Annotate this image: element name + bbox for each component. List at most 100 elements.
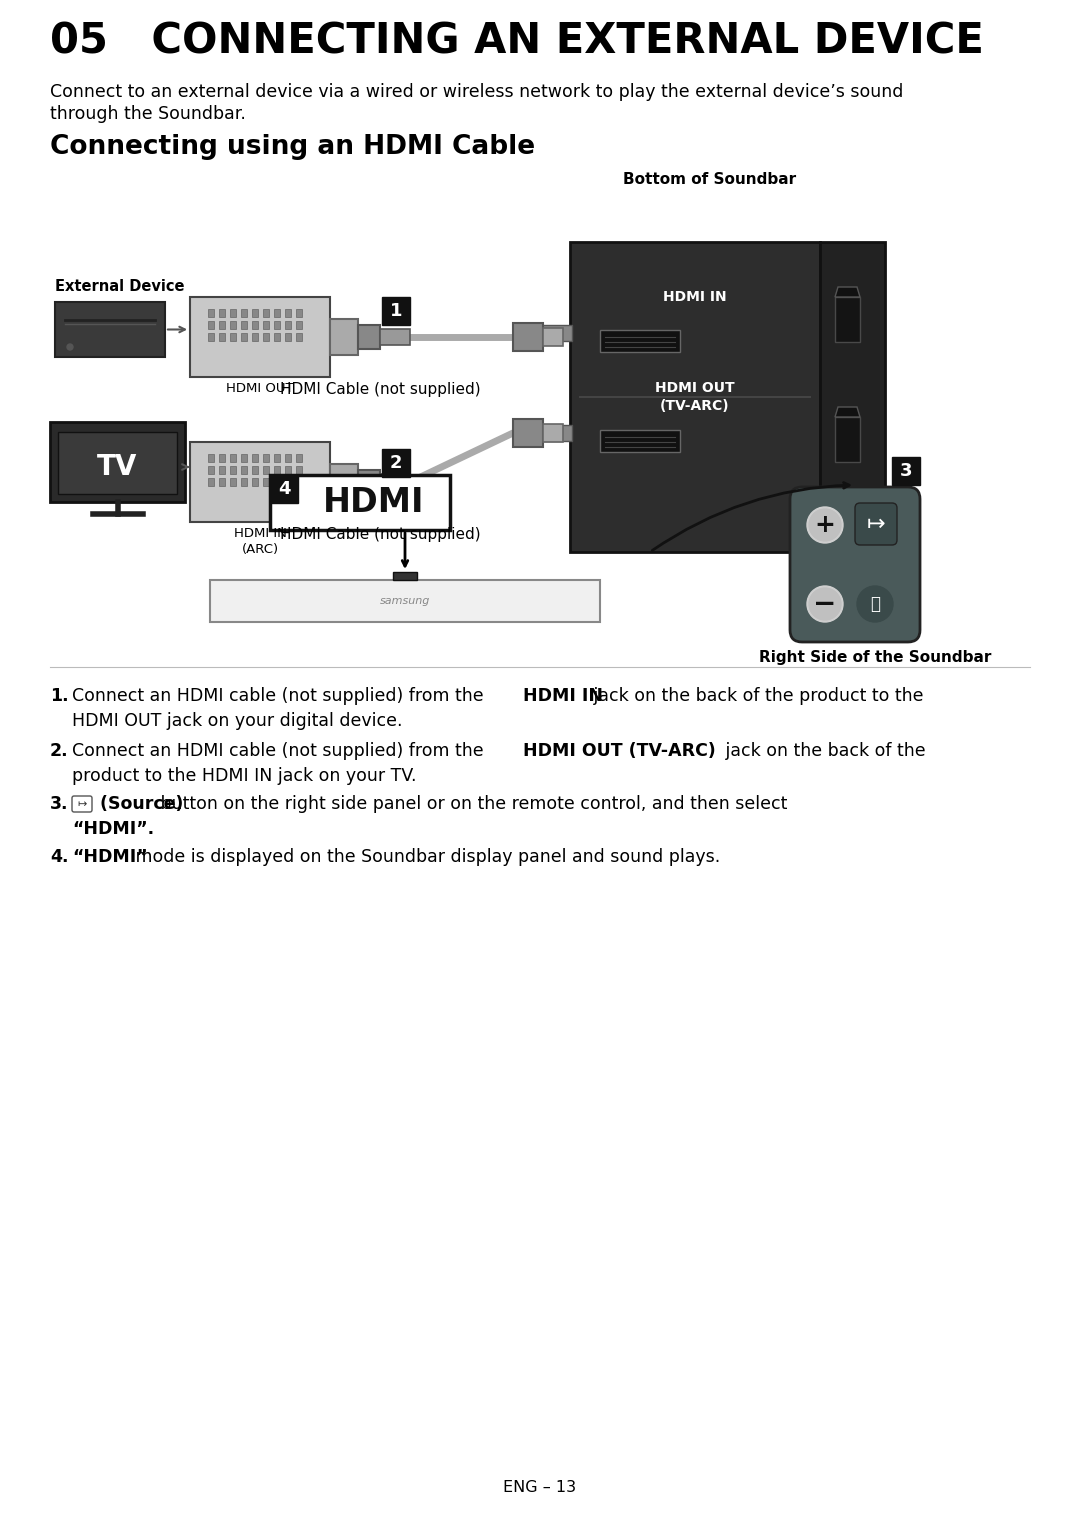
Bar [252,332,258,342]
Bar [241,478,247,486]
Text: 3.: 3. [50,795,68,813]
Bar [285,322,291,329]
Bar [252,453,258,463]
Text: Connect an HDMI cable (not supplied) from the: Connect an HDMI cable (not supplied) fro… [72,741,489,760]
Bar [600,329,680,352]
Bar [543,424,563,443]
Bar [357,470,380,493]
Text: “HDMI”.: “HDMI”. [72,820,154,838]
Bar [285,453,291,463]
Bar [190,443,330,522]
Bar [380,473,410,490]
Text: Connecting using an HDMI Cable: Connecting using an HDMI Cable [50,133,535,159]
Bar [330,464,357,499]
Bar [230,332,237,342]
Bar [285,478,291,486]
Bar [274,309,280,317]
Bar [252,478,258,486]
FancyBboxPatch shape [855,502,897,545]
Bar [58,432,177,493]
Bar [296,453,302,463]
Text: 2: 2 [390,453,402,472]
Circle shape [809,509,841,541]
Bar [219,332,225,342]
Bar [219,453,225,463]
Bar [252,309,258,317]
Circle shape [859,588,891,620]
Text: Right Side of the Soundbar: Right Side of the Soundbar [759,650,991,665]
Bar [274,466,280,473]
Bar [296,466,302,473]
Bar [252,322,258,329]
Text: HDMI OUT: HDMI OUT [226,381,294,395]
Bar [393,571,417,581]
Bar [380,329,410,345]
Bar [285,466,291,473]
Bar [190,297,330,377]
Text: Connect to an external device via a wired or wireless network to play the extern: Connect to an external device via a wire… [50,83,903,101]
Text: jack on the back of the: jack on the back of the [720,741,926,760]
Bar [296,332,302,342]
Text: +: + [814,513,836,538]
Text: 4: 4 [278,480,291,498]
Bar [515,326,542,339]
Bar [210,581,600,622]
Text: HDMI OUT
(TV-ARC): HDMI OUT (TV-ARC) [656,381,734,412]
Bar [540,325,572,342]
Bar [241,332,247,342]
Text: HDMI OUT (TV-ARC): HDMI OUT (TV-ARC) [523,741,716,760]
Text: 3: 3 [900,463,913,480]
Text: External Device: External Device [55,279,185,294]
Text: Bottom of Soundbar: Bottom of Soundbar [623,172,797,187]
Text: button on the right side panel or on the remote control, and then select: button on the right side panel or on the… [156,795,787,813]
Bar [570,242,820,552]
Text: 4.: 4. [50,849,68,866]
Bar [274,453,280,463]
Bar [270,475,298,502]
Bar [50,421,185,502]
Bar [230,322,237,329]
Text: HDMI Cable (not supplied): HDMI Cable (not supplied) [280,381,481,397]
Text: Connect an HDMI cable (not supplied) from the: Connect an HDMI cable (not supplied) fro… [72,686,489,705]
Bar [230,453,237,463]
Bar [274,478,280,486]
Polygon shape [835,408,860,417]
FancyBboxPatch shape [789,487,920,642]
Bar [230,309,237,317]
Text: ENG – 13: ENG – 13 [503,1480,577,1495]
Bar [513,418,543,447]
Bar [600,430,680,452]
Bar [241,453,247,463]
Bar [219,478,225,486]
Bar [382,297,410,325]
Bar [270,475,450,530]
Bar [219,466,225,473]
Text: 1.: 1. [50,686,69,705]
Bar [264,466,269,473]
Bar [515,427,542,440]
Text: jack on the back of the product to the: jack on the back of the product to the [588,686,923,705]
Text: “HDMI”: “HDMI” [72,849,148,866]
Bar [252,466,258,473]
Circle shape [809,588,841,620]
Bar [274,332,280,342]
Bar [208,466,214,473]
Text: 05   CONNECTING AN EXTERNAL DEVICE: 05 CONNECTING AN EXTERNAL DEVICE [50,21,984,63]
Bar [264,309,269,317]
Bar [820,242,885,552]
Text: −: − [813,590,837,617]
Bar [241,309,247,317]
Bar [835,297,860,342]
Bar [230,466,237,473]
Bar [219,309,225,317]
Text: through the Soundbar.: through the Soundbar. [50,106,246,123]
Bar [892,457,920,486]
Text: mode is displayed on the Soundbar display panel and sound plays.: mode is displayed on the Soundbar displa… [130,849,720,866]
Bar [208,478,214,486]
Bar [208,332,214,342]
Bar [296,478,302,486]
Bar [835,417,860,463]
Text: HDMI IN: HDMI IN [523,686,603,705]
Text: HDMI IN
(ARC): HDMI IN (ARC) [233,527,286,556]
Circle shape [807,507,843,542]
